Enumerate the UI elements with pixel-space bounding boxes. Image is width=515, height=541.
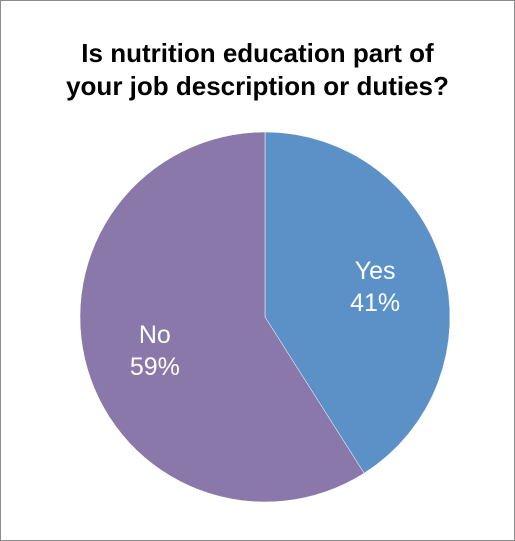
chart-title-line-1: Is nutrition education part of: [81, 38, 434, 68]
slice-label-yes: Yes: [355, 257, 396, 285]
chart-title-line-2: your job description or duties?: [66, 71, 449, 101]
slice-value-no: 59%: [130, 353, 180, 381]
pie-slice-yes: [264, 131, 451, 474]
pie-slice-no: [79, 131, 365, 503]
slice-label-no: No: [139, 321, 171, 349]
slice-value-yes: 41%: [350, 289, 400, 317]
chart-title: Is nutrition education part of your job …: [1, 37, 514, 103]
